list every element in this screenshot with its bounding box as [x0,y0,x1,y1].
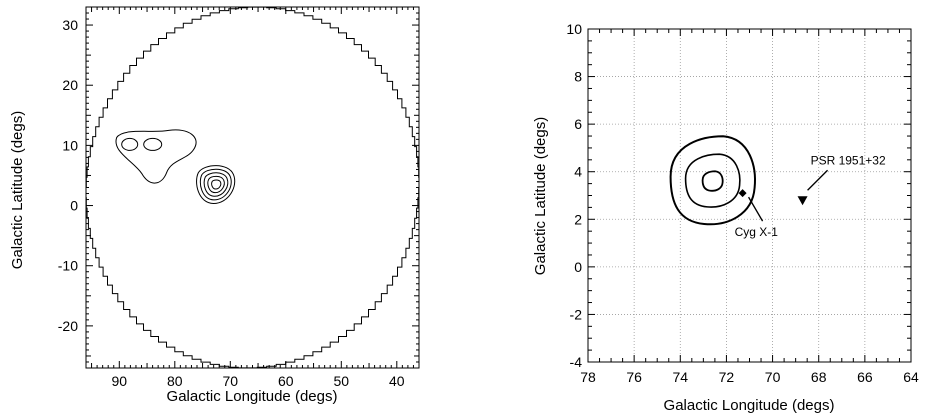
right-y-tick-label: -4 [570,354,583,370]
contour-main-level-5 [211,179,222,190]
right-y-tick-label: 4 [574,164,582,180]
left-chart-panel: 90 80 70 60 50 40 30 20 10 0 -10 -20 Galactic Long… [9,6,420,405]
contour-level-3 [701,170,724,192]
right-y-ticks: 10 8 6 4 2 0 -2 -4 [566,21,911,370]
right-x-tick-label: 78 [580,369,596,385]
contour-level-1 [669,135,756,226]
left-y-tick-label: 20 [62,77,78,93]
left-y-tick-label: -20 [58,318,78,334]
right-x-tick-label: 64 [903,369,919,385]
contour-northwest-peak-2 [143,137,163,151]
cyg-x-1-leader [748,196,764,222]
field-of-view-boundary [85,6,420,369]
contour-main-level-2 [199,168,232,201]
right-grid [587,28,912,363]
cyg-x-1-label: Cyg X-1 [735,225,779,239]
left-plot-frame [85,6,420,369]
psr-leader [807,169,829,191]
contour-main-level-3 [203,172,229,197]
right-x-ticks: 78 76 74 72 70 68 66 64 [580,29,919,385]
left-y-tick-label: 10 [62,137,78,153]
fov-circle [85,6,420,369]
right-y-axis-title: Galactic Latitude (degs) [532,117,549,275]
left-x-tick-label: 70 [223,373,239,389]
right-y-tick-label: 0 [574,259,582,275]
right-x-tick-label: 72 [719,369,735,385]
psr-marker [797,196,808,206]
contour-main-level-4 [207,175,225,194]
left-y-tick-label: 30 [62,17,78,33]
right-y-tick-label: 8 [574,69,582,85]
right-y-tick-label: 2 [574,211,582,227]
left-x-tick-label: 90 [112,373,128,389]
right-x-tick-label: 70 [765,369,781,385]
left-x-tick-label: 80 [167,373,183,389]
right-x-tick-label: 66 [857,369,873,385]
left-x-ticks: 90 80 70 60 50 40 [91,7,414,389]
left-y-axis-title: Galactic Latitude (degs) [9,111,26,269]
left-x-tick-label: 60 [278,373,294,389]
left-y-ticks: 30 20 10 0 -10 -20 [58,12,419,363]
right-contours [669,135,756,226]
right-x-tick-label: 74 [672,369,688,385]
left-y-tick-label: -10 [58,258,78,274]
left-x-axis-title: Galactic Longitude (degs) [167,388,338,405]
left-x-tick-label: 50 [334,373,350,389]
left-y-tick-label: 0 [70,198,78,214]
psr-label: PSR 1951+32 [811,153,886,167]
left-contours [115,129,236,204]
right-x-tick-label: 68 [811,369,827,385]
contour-level-2 [684,153,741,208]
right-y-tick-label: 10 [566,21,582,37]
contour-main-level-1 [196,165,236,204]
source-markers: Cyg X-1 PSR 1951+32 [735,153,886,239]
contour-northwest-peak-1 [121,137,139,151]
contour-northwest-outer [115,129,197,184]
cyg-x-1-marker [738,189,747,198]
left-x-tick-label: 40 [389,373,405,389]
right-y-tick-label: 6 [574,116,582,132]
right-x-axis-title: Galactic Longitude (degs) [664,397,835,414]
right-plot-frame [587,28,912,363]
right-y-tick-label: -2 [570,306,583,322]
right-x-tick-label: 76 [626,369,642,385]
